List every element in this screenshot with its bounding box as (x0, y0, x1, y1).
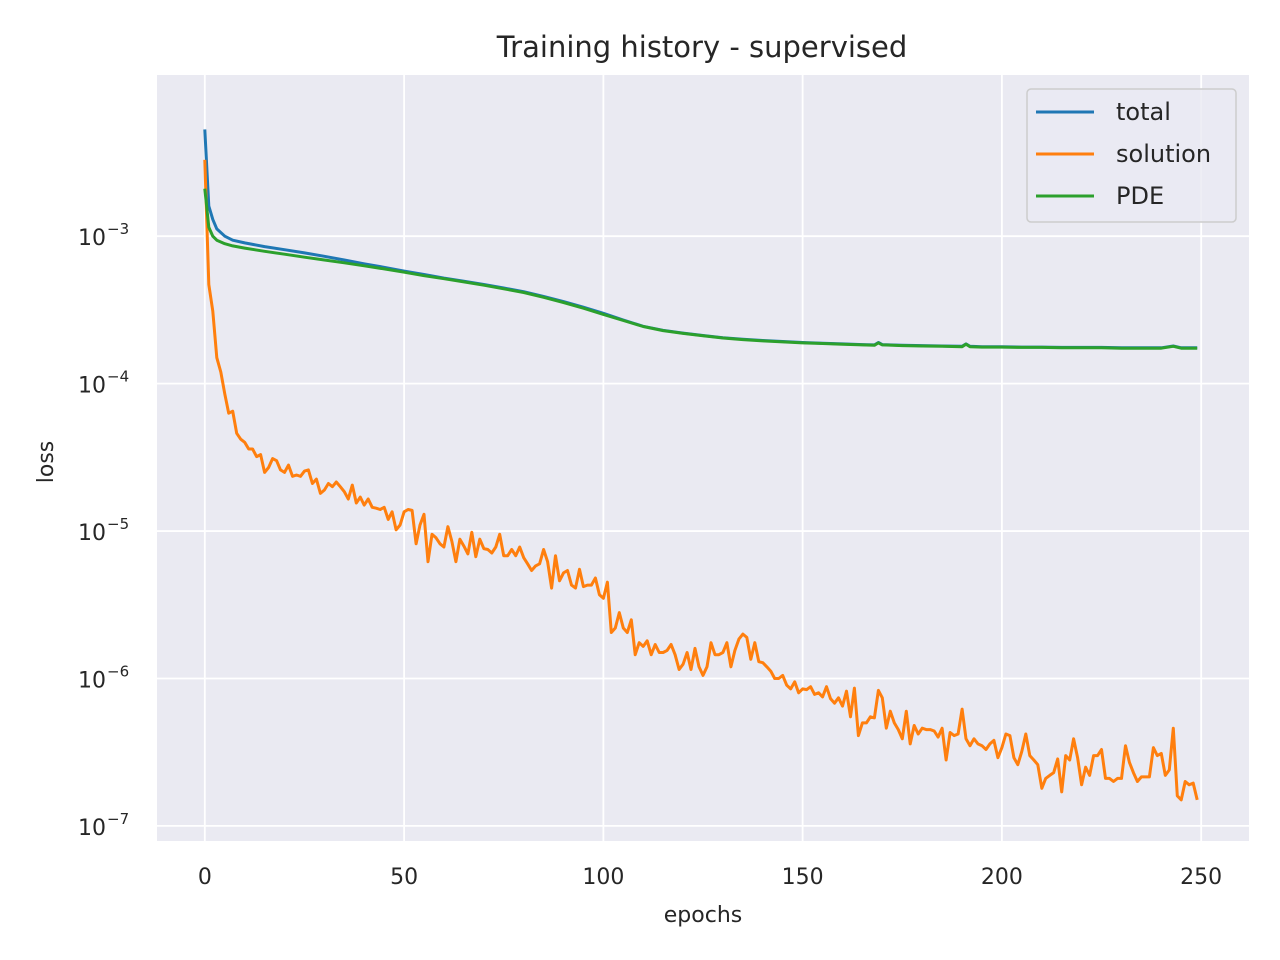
legend[interactable]: total solution PDE (1026, 88, 1237, 223)
y-tick-exponent: −6 (107, 662, 129, 680)
x-tick-label: 150 (782, 865, 824, 890)
legend-label: PDE (1116, 182, 1164, 210)
x-tick-label: 0 (198, 865, 212, 890)
legend-label: solution (1116, 140, 1211, 168)
legend-label: total (1116, 98, 1171, 126)
x-tick-label: 50 (390, 865, 418, 890)
y-tick-label: 10 (78, 521, 106, 546)
y-tick-exponent: −5 (107, 515, 129, 533)
chart-title: Training history - supervised (496, 30, 908, 64)
y-axis-label: loss (34, 441, 59, 484)
y-tick-label: 10 (78, 668, 106, 693)
legend-box (1026, 88, 1237, 223)
y-tick-exponent: −7 (107, 810, 129, 828)
x-axis-label: epochs (664, 903, 742, 928)
series-lines (203, 129, 1199, 802)
x-tick-label: 100 (582, 865, 624, 890)
y-tick-exponent: −3 (107, 220, 129, 238)
x-tick-label: 250 (1180, 865, 1222, 890)
x-tick-labels: 0 50 100 150 200 250 (198, 865, 1222, 890)
grid-lines (157, 75, 1249, 841)
series-line-solution (203, 159, 1199, 802)
y-tick-label: 10 (78, 816, 106, 841)
y-tick-label: 10 (78, 374, 106, 399)
y-tick-labels: 10−710−610−510−410−3 (78, 220, 129, 841)
y-tick-label: 10 (78, 226, 106, 251)
series-line-pde (203, 188, 1198, 350)
x-tick-label: 200 (981, 865, 1023, 890)
y-tick-exponent: −4 (107, 368, 129, 386)
